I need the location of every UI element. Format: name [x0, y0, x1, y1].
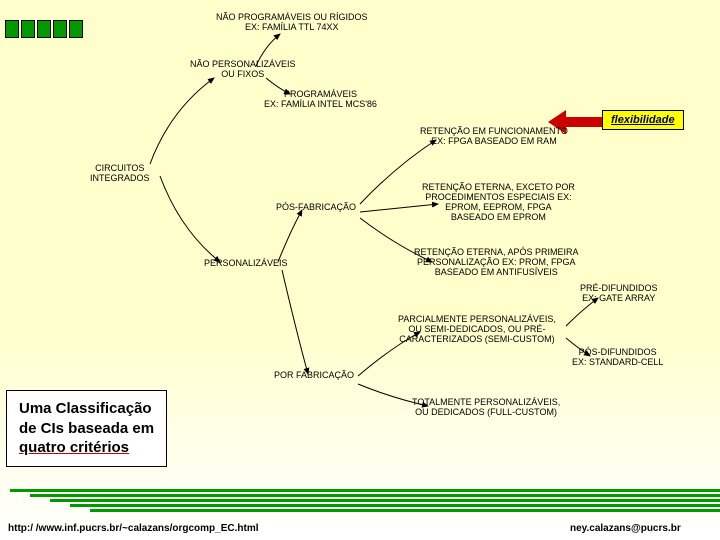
footer-email: ney.calazans@pucrs.br [570, 523, 681, 534]
footer-bar [70, 504, 720, 507]
footer-bar [50, 499, 720, 502]
title-line: quatro critérios [19, 438, 154, 458]
footer-bars [0, 489, 720, 514]
footer-bar [90, 509, 720, 512]
footer-bar [10, 489, 720, 492]
title-box: Uma Classificaçãode CIs baseada emquatro… [6, 390, 167, 467]
footer-bar [30, 494, 720, 497]
footer-url: http:/ /www.inf.pucrs.br/~calazans/orgco… [8, 523, 259, 534]
title-line: de CIs baseada em [19, 419, 154, 439]
title-line: Uma Classificação [19, 399, 154, 419]
